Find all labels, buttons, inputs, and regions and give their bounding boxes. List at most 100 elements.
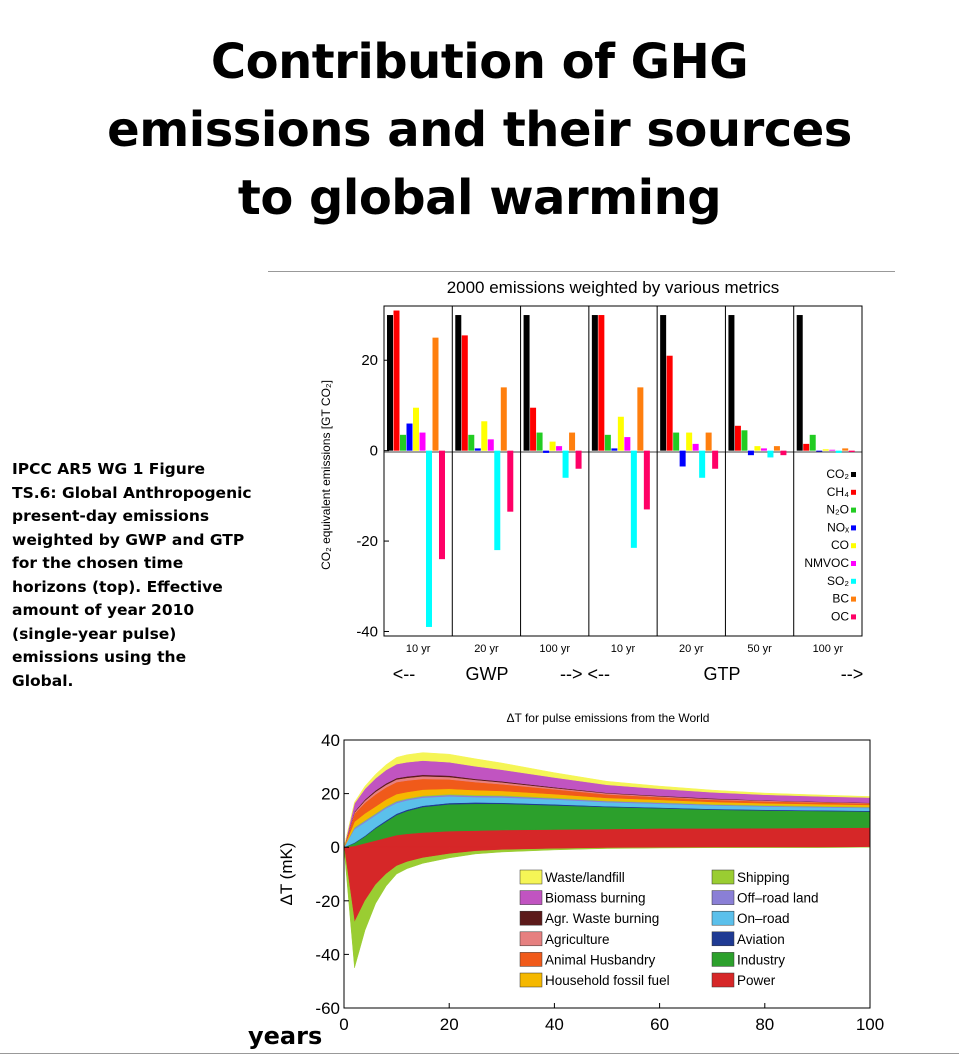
- bar: [835, 450, 842, 453]
- bar-category-label: 20 yr: [474, 643, 499, 655]
- area-legend-swatch: [711, 910, 735, 926]
- bar: [419, 432, 426, 451]
- bar-legend-swatch: [851, 596, 856, 602]
- bar: [543, 450, 550, 453]
- bar-y-tick-label: 0: [370, 443, 378, 460]
- bar-category-label: 10 yr: [406, 643, 431, 655]
- bar-legend-label: OC: [831, 609, 849, 623]
- slide-title-line-1: Contribution of GHG: [210, 34, 749, 90]
- area-y-tick-label: -60: [315, 999, 340, 1018]
- bar-category-label: 20 yr: [679, 643, 704, 655]
- area-legend-swatch: [519, 931, 543, 947]
- bar: [692, 443, 699, 451]
- area-legend-label: Agriculture: [545, 932, 610, 947]
- area-legend-label: Agr. Waste burning: [545, 911, 659, 926]
- area-legend-swatch: [519, 972, 543, 988]
- area-legend-label: Household fossil fuel: [545, 973, 670, 988]
- area-legend-swatch: [711, 952, 735, 967]
- bar-legend-label: SO₂: [827, 574, 849, 588]
- bar-chart-title: 2000 emissions weighted by various metri…: [447, 278, 780, 297]
- bar: [426, 450, 432, 627]
- area-legend-swatch: [711, 972, 735, 988]
- bar: [660, 315, 667, 451]
- slide-title-line-3: to global warming: [237, 170, 722, 226]
- area-y-tick-label: -40: [315, 945, 340, 964]
- figure-caption: IPCC AR5 WG 1 Figure TS.6: Global Anthro…: [12, 460, 252, 690]
- top-divider: [268, 271, 895, 272]
- bar-metric-label: GWP: [466, 664, 509, 684]
- bar: [474, 448, 481, 451]
- bar-legend-swatch: [851, 543, 856, 549]
- bar: [549, 441, 556, 451]
- bar: [455, 315, 462, 451]
- bar-chart-y-axis-label: CO₂ equivalent emissions [GT CO₂]: [319, 380, 333, 570]
- bar-category-label: 50 yr: [747, 643, 772, 655]
- area-x-tick-label: 40: [545, 1015, 564, 1034]
- bar: [406, 423, 413, 451]
- bar-metric-label: <--: [393, 664, 416, 684]
- bar-legend-label: NOₓ: [827, 520, 849, 534]
- area-x-tick-label: 20: [440, 1015, 459, 1034]
- bar-chart: 2000 emissions weighted by various metri…: [319, 278, 863, 684]
- area-x-tick-label: 60: [650, 1015, 669, 1034]
- bar: [523, 315, 530, 451]
- area-plot-frame: [343, 739, 871, 1009]
- area-y-tick-label: 0: [331, 838, 340, 857]
- bar-legend-label: CO: [831, 538, 849, 552]
- area-legend-label: Waste/landfill: [545, 870, 625, 885]
- area-chart-y-axis-label: ΔT (mK): [277, 843, 296, 906]
- bar: [569, 432, 576, 451]
- bar-legend-swatch: [851, 614, 856, 620]
- bar: [699, 450, 706, 478]
- area-x-tick-label: 100: [856, 1015, 884, 1034]
- area-legend-label: Power: [737, 973, 776, 988]
- bar-y-tick-label: 20: [361, 352, 378, 369]
- area-y-tick-label: -20: [315, 892, 340, 911]
- area-legend-swatch: [519, 952, 543, 967]
- bar: [630, 450, 637, 548]
- bar-category-label: 100 yr: [813, 643, 844, 655]
- bar-y-tick-label: -20: [356, 533, 378, 550]
- bar: [481, 421, 488, 451]
- bar: [637, 387, 644, 451]
- bar: [741, 430, 748, 451]
- bar: [530, 407, 537, 451]
- bar-legend-label: N₂O: [826, 503, 849, 517]
- bar: [575, 450, 582, 469]
- bar-legend-label: CH₄: [827, 485, 849, 499]
- bar: [773, 446, 780, 451]
- bar-legend-label: CO₂: [826, 467, 849, 481]
- bar: [413, 407, 419, 451]
- bar: [400, 434, 406, 451]
- bar: [816, 450, 823, 452]
- bar: [487, 439, 494, 451]
- area-chart-x-axis-label: years: [248, 1022, 323, 1050]
- area-y-tick-label: 40: [321, 731, 340, 750]
- bar: [679, 450, 686, 467]
- area-legend-label: Animal Husbandry: [545, 952, 656, 967]
- bar: [439, 450, 445, 560]
- slide-title: Contribution of GHG emissions and their …: [0, 28, 959, 232]
- bottom-divider: [0, 1053, 959, 1054]
- area-legend-label: Industry: [737, 952, 785, 967]
- bar: [712, 450, 719, 469]
- bar: [494, 450, 501, 551]
- area-legend-swatch: [519, 910, 543, 926]
- area-x-tick-label: 0: [339, 1015, 348, 1034]
- area-legend-label: Shipping: [737, 870, 790, 885]
- bar: [829, 449, 836, 451]
- bar: [393, 310, 400, 451]
- bar: [604, 434, 611, 451]
- bar-plot-frame: [383, 305, 863, 637]
- bar-legend-swatch: [851, 578, 856, 584]
- bar: [556, 446, 563, 451]
- area-legend-swatch: [711, 869, 735, 885]
- bar-category-label: 10 yr: [611, 643, 636, 655]
- area-chart-title: ΔT for pulse emissions from the World: [507, 711, 710, 725]
- bar: [387, 315, 393, 451]
- area-series: [343, 846, 871, 968]
- bar: [461, 335, 468, 451]
- bar: [611, 448, 618, 451]
- area-legend-label: On–road: [737, 911, 790, 926]
- bar: [643, 450, 650, 510]
